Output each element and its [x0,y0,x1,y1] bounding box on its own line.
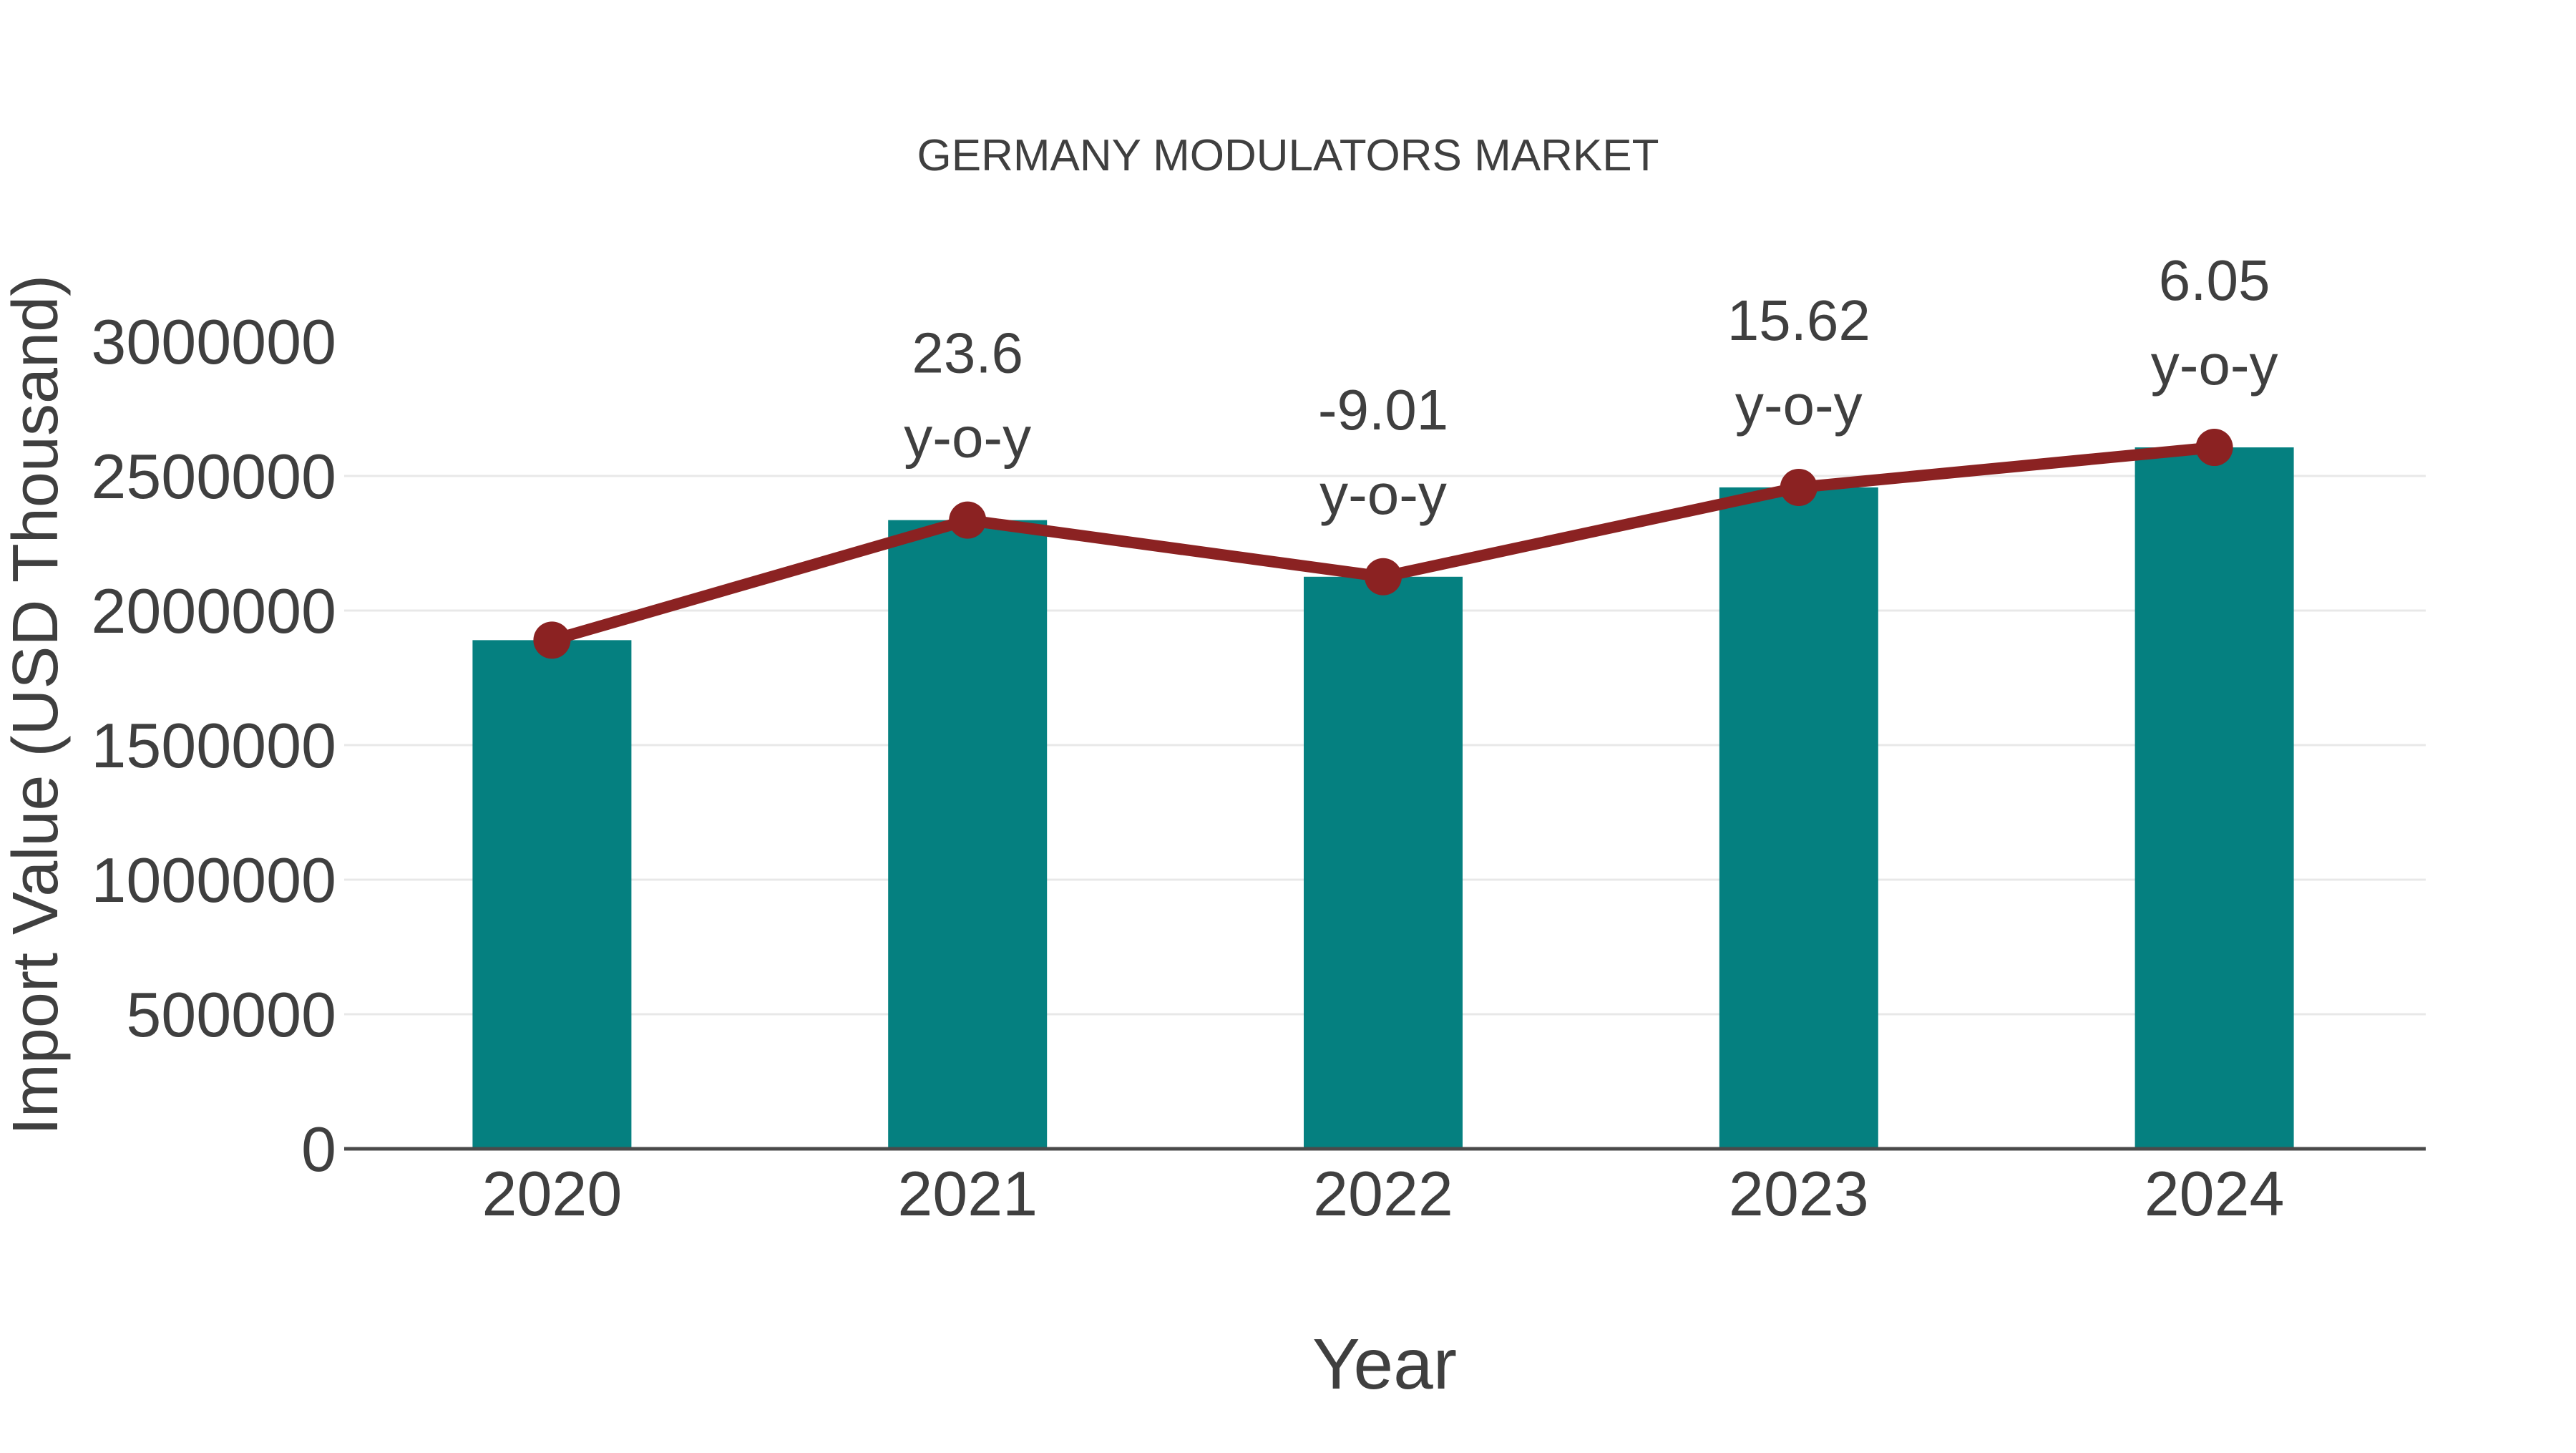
trend-line-group [533,429,2233,659]
data-point [533,621,571,659]
data-point [1780,468,1818,506]
y-tick-label: 0 [301,1114,336,1185]
x-tick-labels: 2020 2021 2022 2023 2024 [482,1158,2285,1229]
bar [472,640,632,1149]
y-tick-labels: 0 500000 1000000 1500000 2000000 2500000 30000… [91,306,336,1185]
x-tick-label: 2024 [2145,1158,2285,1229]
data-point [1365,558,1402,596]
y-axis-title: Import Value (USD Thousand) [0,275,72,1135]
y-tick-label: 3000000 [91,306,336,377]
y-tick-label: 2500000 [91,441,336,512]
annotation-unit: y-o-y [904,406,1031,470]
annotation-unit: y-o-y [1319,462,1447,526]
bar [1719,487,1878,1149]
x-tick-label: 2021 [897,1158,1038,1229]
data-point [949,501,987,539]
x-tick-label: 2022 [1313,1158,1453,1229]
x-tick-label: 2020 [482,1158,623,1229]
bar [1304,576,1463,1149]
bar [888,520,1048,1149]
annotation-unit: y-o-y [2151,333,2278,397]
annotation-unit: y-o-y [1735,373,1863,437]
y-tick-label: 2000000 [91,575,336,646]
y-tick-label: 1500000 [91,710,336,781]
chart-title: GERMANY MODULATORS MARKET [917,131,1659,180]
annotation-value: 6.05 [2159,248,2270,312]
annotations: 23.6 y-o-y -9.01 y-o-y 15.62 y-o-y 6.05 y-o-y [904,248,2278,526]
data-point [2195,429,2233,467]
annotation-value: 15.62 [1727,288,1870,352]
x-axis-title: Year [1312,1324,1457,1404]
y-tick-label: 1000000 [91,845,336,915]
annotation-value: -9.01 [1318,378,1448,442]
annotation-value: 23.6 [912,321,1023,385]
x-tick-label: 2023 [1729,1158,1869,1229]
bar [2135,447,2294,1149]
bars [472,447,2294,1149]
y-tick-label: 500000 [126,979,336,1050]
